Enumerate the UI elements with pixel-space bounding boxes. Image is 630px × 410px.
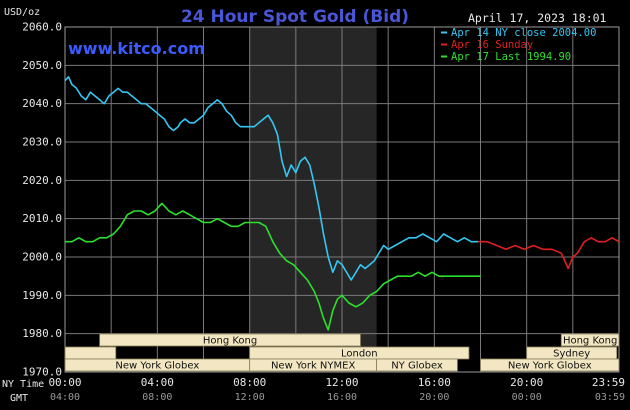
y-tick-label: 2050.0: [22, 59, 62, 72]
session-label: Sydney: [553, 349, 590, 360]
ny-time-tick: 04:00: [141, 376, 174, 389]
session-bar: [64, 346, 117, 360]
y-tick-label: 1990.0: [22, 289, 62, 302]
y-axis: 2060.0 2050.0 2040.0 2030.0 2020.0 2010.0 2000…: [22, 21, 62, 379]
kitco-watermark: www.kitco.com: [68, 39, 205, 58]
session-label: NY Globex: [391, 361, 443, 372]
session-bar: [480, 358, 620, 372]
gmt-time-tick: 08:00: [142, 392, 172, 403]
session-label: New York Globex: [115, 361, 199, 372]
y-tick-label: 1970.0: [22, 366, 62, 379]
legend-label-blue: Apr 14 NY close 2004.00: [451, 27, 596, 39]
y-tick-label: 2000.0: [22, 251, 62, 264]
y-tick-label: 2060.0: [22, 21, 62, 34]
y-tick-label: 2030.0: [22, 136, 62, 149]
price-line-green: [65, 202, 481, 331]
ny-time-tick: 23:59: [592, 376, 625, 389]
gmt-time-tick: 00:00: [512, 392, 542, 403]
gmt-time-tick: 16:00: [327, 392, 357, 403]
session-bar: [560, 333, 620, 347]
session-label: New York Globex: [508, 361, 592, 372]
ny-time-tick: 00:00: [48, 376, 81, 389]
ny-time-tick: 08:00: [233, 376, 266, 389]
nymex-session-band: [249, 27, 377, 372]
chart-grid: [64, 26, 620, 373]
y-tick-label: 2020.0: [22, 174, 62, 187]
session-label: Hong Kong: [203, 336, 257, 347]
session-label: London: [341, 349, 378, 360]
legend-label-red: Apr 16 Sunday: [451, 39, 533, 51]
price-lines: [64, 76, 620, 331]
timestamp: April 17, 2023 18:01: [468, 11, 607, 25]
unit-label: USD/oz: [4, 7, 40, 18]
gmt-label: GMT: [10, 393, 28, 404]
y-tick-label: 1980.0: [22, 327, 62, 340]
gmt-time-tick: 20:00: [419, 392, 449, 403]
session-label: New York NYMEX: [271, 361, 356, 372]
ny-time-tick: 20:00: [510, 376, 543, 389]
ny-time-tick: 12:00: [325, 376, 358, 389]
gmt-time-tick: 03:59: [595, 392, 625, 403]
gmt-time-tick: 12:00: [235, 392, 265, 403]
price-line-red: [478, 237, 620, 270]
session-label: Hong Kong: [563, 336, 617, 347]
plot-border: [64, 26, 620, 373]
x-axis: NY Time GMT 00:00 04:00 04:00 08:00 08:00 12:00…: [2, 376, 625, 404]
price-line-blue: [64, 76, 479, 281]
ny-time-label: NY Time: [2, 379, 44, 390]
y-tick-label: 2010.0: [22, 212, 62, 225]
y-tick-label: 2040.0: [22, 97, 62, 110]
session-bar: [99, 333, 361, 347]
gmt-time-tick: 04:00: [50, 392, 80, 403]
legend-label-green: Apr 17 Last 1994.90: [451, 51, 571, 63]
session-bar: [376, 358, 458, 372]
ny-time-tick: 16:00: [418, 376, 451, 389]
chart-title: 24 Hour Spot Gold (Bid): [181, 7, 409, 27]
